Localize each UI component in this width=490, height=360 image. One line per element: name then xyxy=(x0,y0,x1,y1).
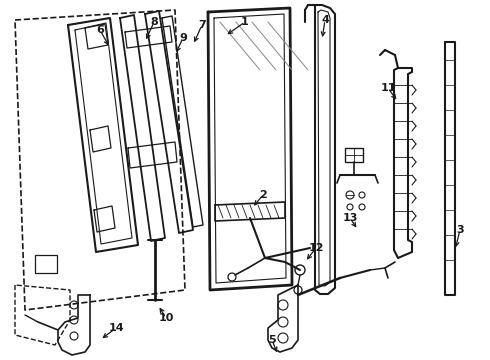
Text: 14: 14 xyxy=(108,323,124,333)
Text: 3: 3 xyxy=(456,225,464,235)
Bar xyxy=(35,255,57,273)
Text: 10: 10 xyxy=(158,313,173,323)
Text: 7: 7 xyxy=(198,20,206,30)
Text: 9: 9 xyxy=(179,33,187,43)
Text: 8: 8 xyxy=(150,17,158,27)
Text: 2: 2 xyxy=(259,190,267,200)
Text: 11: 11 xyxy=(380,83,396,93)
Text: 5: 5 xyxy=(268,335,276,345)
Text: 12: 12 xyxy=(308,243,324,253)
Bar xyxy=(345,148,363,162)
Text: 13: 13 xyxy=(343,213,358,223)
Text: 4: 4 xyxy=(321,15,329,25)
Text: 6: 6 xyxy=(96,25,104,35)
Text: 1: 1 xyxy=(241,17,249,27)
